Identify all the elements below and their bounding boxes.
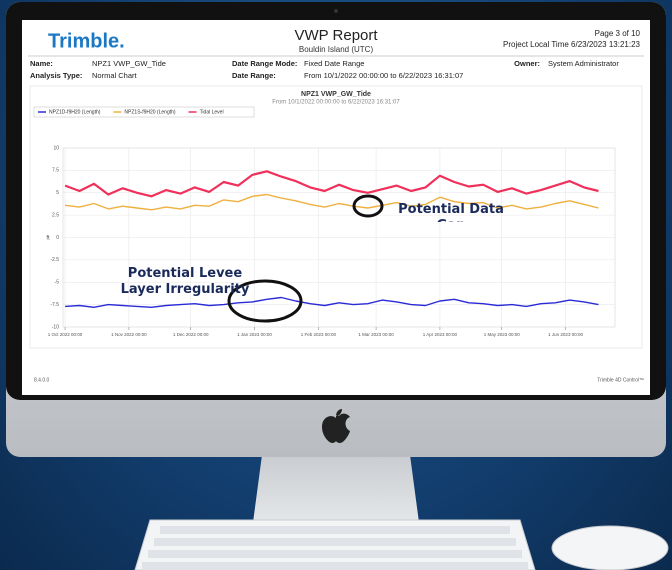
report-title: VWP Report <box>294 27 378 44</box>
camera <box>334 9 338 13</box>
legend-label: NPZ1S-f9H20 (Length) <box>124 109 175 115</box>
y-tick-label: -7.5 <box>50 302 59 308</box>
field-value: Fixed Date Range <box>304 59 364 68</box>
field-label: Owner: <box>514 59 540 68</box>
annotation: Potential Data Gap <box>386 202 516 222</box>
x-tick-label: 1 Oct 2022 00:00 <box>48 332 83 337</box>
annotation-text: Potential Data Gap <box>386 202 516 222</box>
legend-label: NPZ1D-f9H20 (Length) <box>49 109 101 115</box>
y-tick-label: 7.5 <box>52 168 59 174</box>
x-tick-label: 1 Feb 2023 00:00 <box>301 332 337 337</box>
legend-label: Tidal Level <box>200 109 224 115</box>
field-label: Analysis Type: <box>30 71 82 80</box>
x-tick-label: 1 Nov 2022 00:00 <box>111 332 147 337</box>
x-tick-label: 1 Dec 2022 00:00 <box>173 332 209 337</box>
y-tick-label: -10 <box>52 324 59 330</box>
page-number: Page 3 of 10 <box>595 29 641 38</box>
y-tick-label: 0 <box>56 235 59 241</box>
y-tick-label: -2.5 <box>50 257 59 263</box>
field-value: From 10/1/2022 00:00:00 to 6/22/2023 16:… <box>304 71 463 80</box>
x-tick-label: 1 Jun 2023 00:00 <box>548 332 583 337</box>
logo: Trimble. <box>48 30 125 52</box>
y-tick-label: 2.5 <box>52 212 59 218</box>
field-value: NPZ1 VWP_GW_Tide <box>92 59 166 68</box>
x-tick-label: 1 Jan 2023 00:00 <box>237 332 272 337</box>
x-tick-label: 1 May 2023 00:00 <box>484 332 521 337</box>
mouse <box>552 526 668 570</box>
field-label: Name: <box>30 59 53 68</box>
scene: Trimble. VWP Report Bouldin Island (UTC)… <box>0 0 672 570</box>
footer-left: 8.4.0.0 <box>34 377 50 383</box>
footer-right: Trimble 4D Control™ <box>597 377 644 383</box>
page: Trimble. VWP Report Bouldin Island (UTC)… <box>0 0 672 570</box>
y-axis-label: ft <box>46 236 50 242</box>
y-tick-label: 10 <box>53 145 59 151</box>
annotation-text: Potential Levee Layer Irregularity <box>110 266 260 298</box>
legend: NPZ1D-f9H20 (Length) NPZ1S-f9H20 (Length)… <box>34 107 254 117</box>
chart-title: NPZ1 VWP_GW_Tide <box>301 91 371 98</box>
report-subtitle: Bouldin Island (UTC) <box>299 45 374 54</box>
field-value: System Administrator <box>548 59 619 68</box>
field-label: Date Range Mode: <box>232 59 297 68</box>
chart-subtitle: From 10/1/2022 00:00:00 to 6/22/2023 16:… <box>272 100 400 106</box>
y-tick-label: -5 <box>55 280 60 286</box>
x-tick-label: 1 Mar 2023 00:00 <box>358 332 394 337</box>
local-time: Project Local Time 6/23/2023 13:21:23 <box>503 40 641 49</box>
y-tick-label: 5 <box>56 190 59 196</box>
x-tick-label: 1 Apr 2023 00:00 <box>423 332 458 337</box>
field-label: Date Range: <box>232 71 276 80</box>
annotation: Potential Levee Layer Irregularity <box>110 266 260 302</box>
field-value: Normal Chart <box>92 71 138 80</box>
